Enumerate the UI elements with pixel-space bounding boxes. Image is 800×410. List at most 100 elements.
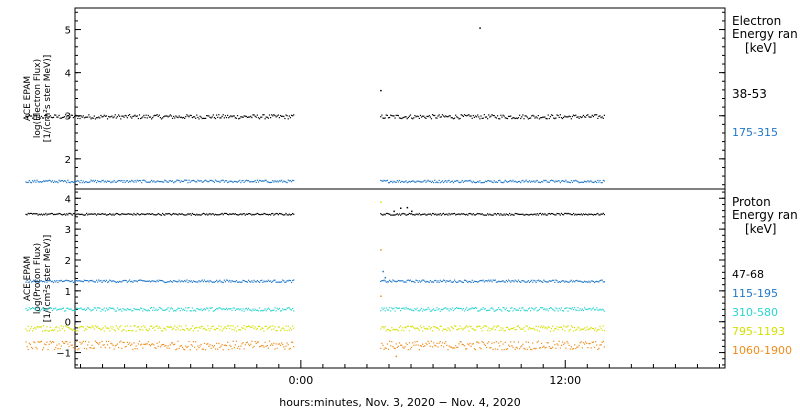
data-point [528,117,531,119]
data-point [436,281,438,283]
data-point [98,180,100,183]
data-point [135,330,137,332]
data-point [453,117,456,119]
data-point [533,213,535,215]
data-point [251,340,253,342]
data-point [76,307,78,309]
data-point [563,180,565,182]
data-point [205,214,207,216]
data-point [539,117,542,119]
data-point [233,307,235,309]
data-point [77,330,79,332]
data-point [517,117,520,119]
data-point [110,213,112,215]
data-point [190,310,192,312]
data-point [517,213,520,215]
data-point [71,280,73,282]
data-point [547,342,549,344]
data-point [49,115,51,117]
data-point [281,213,283,215]
data-point [489,180,491,183]
data-point [144,343,146,345]
data-point [567,116,569,118]
data-point [201,309,203,312]
data-point [434,279,436,282]
data-point [516,309,518,311]
data-point [473,181,476,183]
data-point [482,306,484,309]
data-point [534,213,536,215]
data-point [190,280,192,282]
data-point [495,341,498,343]
data-point [86,308,88,311]
data-point [156,180,158,182]
data-point [203,342,206,345]
data-point [105,279,108,281]
data-point [116,281,119,283]
data-point [480,308,482,310]
data-point [487,118,489,120]
data-point [128,342,131,344]
data-point [127,280,130,282]
data-point [572,348,575,350]
data-point [548,117,550,120]
data-point [433,213,435,215]
data-point [490,214,492,216]
data-point [61,307,63,310]
data-point [293,114,295,116]
data-point [137,213,139,215]
data-point [228,325,230,327]
data-point [590,347,592,349]
data-point [561,213,564,216]
data-point [451,281,453,283]
data-point [143,114,145,117]
data-point [182,180,185,183]
data-point [559,182,561,184]
data-point [179,116,181,118]
data-point [509,329,511,331]
data-point [145,114,147,116]
data-point [592,327,594,330]
data-point [582,328,585,330]
data-point [384,280,386,282]
data-point [499,280,501,283]
data-point [251,214,253,216]
data-point [430,214,433,216]
data-point [523,327,525,329]
data-point [268,213,271,215]
data-point [246,326,249,328]
data-point [128,309,131,311]
data-point [288,180,290,182]
data-point [157,308,159,311]
data-point [261,116,263,118]
data-point [583,280,586,282]
data-point [207,214,209,216]
data-point [572,114,575,116]
data-point [577,326,579,328]
data-point [112,117,114,119]
data-point [193,346,196,348]
data-point [232,307,234,309]
data-point [412,342,414,344]
data-point [465,326,467,328]
data-point [506,348,509,350]
data-point [26,279,28,282]
data-point [450,213,452,215]
data-point [499,118,501,120]
data-point [177,307,179,309]
data-point [236,115,239,117]
data-point [564,212,566,214]
data-point [155,308,157,310]
data-point [576,309,578,312]
data-point [528,307,531,309]
data-point [222,308,224,310]
data-point [574,115,576,117]
data-point [82,180,84,182]
data-point [84,340,87,343]
data-point [404,346,406,348]
data-point [160,344,163,346]
data-point [72,213,74,215]
data-point [32,347,34,350]
data-point [270,181,272,184]
data-point [206,343,208,345]
